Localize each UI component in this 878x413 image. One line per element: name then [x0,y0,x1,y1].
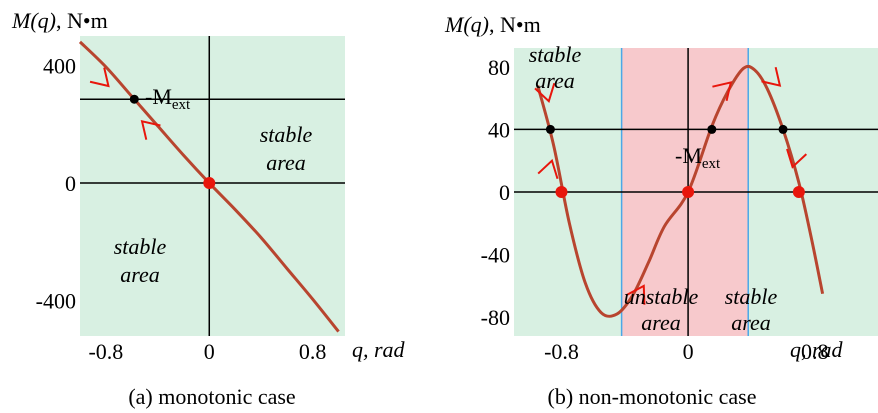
x-tick-label: 0.8 [299,339,327,364]
mext-label-b: -Mext [675,143,721,172]
trajectory-arrows-a [89,67,161,140]
x-tick-labels-b: -0.8 0 0.8 [544,339,828,364]
y-tick-label: -80 [481,305,510,330]
chart-b: 80 40 0 -40 -80 -0.8 0 0.8 M(q), N•m q, rad -M… [444,12,878,409]
area-label-b2-line2: area [641,310,681,335]
equilibrium-point-3 [545,124,555,134]
y-tick-label: -40 [481,243,510,268]
trajectory-arrow-4 [761,66,782,87]
area-label-b3-line1: stable [725,284,778,309]
x-tick-label: 0 [683,339,694,364]
x-tick-label: 0.8 [801,339,829,364]
trajectory-arrow-0 [89,67,110,88]
y-axis-label-a: M(q), N•m [11,8,108,33]
y-tick-label: 400 [43,53,76,78]
mext-label-a: -Mext [145,84,191,113]
caption-a: (a) monotonic case [128,384,295,409]
chart-a: 400 0 -400 -0.8 0 0.8 M(q), N•m q, rad -Mext… [11,8,406,409]
trajectory-arrow-1 [140,119,161,140]
area-label-a2-line2: area [120,262,160,287]
area-label-b2-line1: unstable [624,284,699,309]
equilibrium-points-a [129,94,216,190]
caption-b: (b) non-monotonic case [548,384,757,409]
area-label-b3-line2: area [731,310,771,335]
equilibrium-point-0 [555,186,568,198]
trajectory-arrow-3 [712,81,733,102]
equilibrium-point-0 [203,177,216,190]
y-tick-label: 40 [488,117,510,142]
y-tick-label: -400 [36,289,76,314]
y-tick-label: 0 [65,171,76,196]
equilibrium-point-4 [707,124,717,134]
x-tick-label: 0 [204,339,215,364]
equilibrium-point-2 [792,186,805,198]
trajectory-arrow-5 [786,148,808,169]
trajectory-arrow-1 [537,158,559,180]
trajectory-arrows-b [534,66,808,305]
x-axis-label-b: q, rad [790,337,844,362]
x-tick-labels-a: -0.8 0 0.8 [88,339,326,364]
y-tick-label: 0 [499,180,510,205]
x-tick-label: -0.8 [88,339,123,364]
x-axis-label-a: q, rad [352,337,406,362]
equilibrium-point-1 [682,186,695,198]
trajectory-arrow-0 [534,82,556,104]
area-label-a1-line2: area [266,150,306,175]
y-axis-label-b: M(q), N•m [444,12,541,37]
area-label-b1-line2: area [535,68,575,93]
y-tick-labels-b: 80 40 0 -40 -80 [481,55,510,330]
area-label-a2-line1: stable [114,234,167,259]
area-label-a1-line1: stable [260,122,313,147]
equilibrium-point-1 [129,94,139,104]
y-tick-label: 80 [488,55,510,80]
y-tick-labels-a: 400 0 -400 [36,53,76,313]
area-label-b1-line1: stable [529,42,582,67]
trajectory-arrow-2 [626,284,646,305]
equilibrium-points-b [545,124,805,198]
x-tick-label: -0.8 [544,339,579,364]
equilibrium-point-5 [778,124,788,134]
